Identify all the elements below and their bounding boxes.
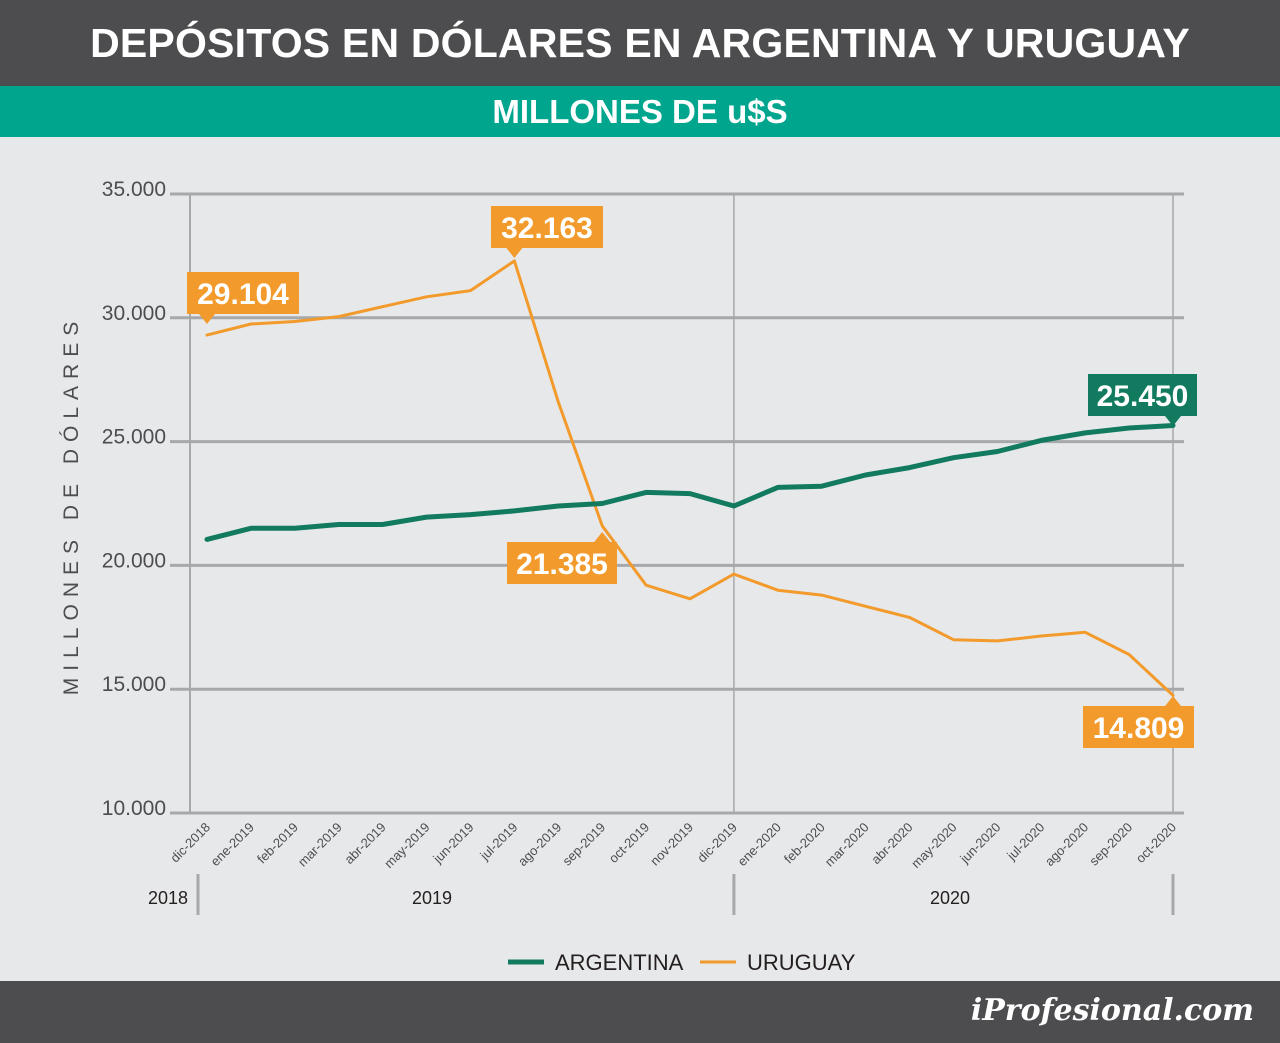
x-tick-label: dic-2019 [694, 820, 740, 866]
legend-label-uruguay: URUGUAY [747, 950, 856, 975]
y-axis-label: MILLONES DE DÓLARES [60, 315, 83, 695]
title-bar: DEPÓSITOS EN DÓLARES EN ARGENTINA Y URUG… [0, 0, 1280, 86]
x-tick-label: jul-2019 [476, 820, 520, 864]
x-tick-label: dic-2018 [167, 820, 213, 866]
callout-pointer [594, 532, 611, 542]
callout-box [187, 272, 299, 314]
year-label: 2020 [930, 888, 970, 908]
x-tick-label: may-2019 [381, 820, 432, 871]
callout-value: 32.163 [501, 212, 593, 245]
callout-pointer [1165, 416, 1181, 426]
chart-subtitle: MILLONES DE u$S [492, 92, 788, 130]
legend: ARGENTINA URUGUAY [508, 950, 856, 975]
x-tick-label: nov-2019 [647, 820, 696, 869]
x-tick-label: ene-2020 [734, 820, 783, 869]
callout-value: 14.809 [1093, 712, 1185, 745]
callout-box [507, 542, 617, 584]
callout-box [1088, 374, 1197, 416]
x-tick-label: ago-2020 [1042, 820, 1091, 869]
x-tick-label: sep-2020 [1086, 820, 1135, 869]
legend-label-argentina: ARGENTINA [555, 950, 684, 975]
series-line-uruguay [205, 259, 1175, 697]
series-line-argentina [204, 423, 1176, 542]
callout-box [1083, 706, 1194, 748]
chart-title: DEPÓSITOS EN DÓLARES EN ARGENTINA Y URUG… [90, 19, 1190, 66]
callout-pointer [506, 248, 523, 258]
value-callout-uruguay: 32.163 [491, 206, 603, 258]
callout-pointer [1165, 696, 1181, 706]
y-tick-label: 30.000 [102, 302, 166, 325]
value-callout-uruguay: 21.385 [507, 532, 617, 584]
y-tick-label: 10.000 [102, 797, 166, 820]
x-tick-label: feb-2020 [781, 820, 828, 867]
year-label: 2019 [412, 888, 452, 908]
x-tick-label: ago-2019 [515, 820, 564, 869]
value-callout-uruguay: 29.104 [187, 272, 299, 324]
subtitle-bar: MILLONES DE u$S [0, 86, 1280, 137]
y-tick-label: 25.000 [102, 426, 166, 449]
x-tick-label: sep-2019 [559, 820, 608, 869]
value-callout-uruguay: 14.809 [1083, 696, 1194, 748]
brand-logo: iProfesional.com [970, 993, 1254, 1028]
footer-bar: iProfesional.com [0, 981, 1280, 1043]
line-chart: 10.000 15.000 20.000 25.000 30.000 35.000 MILL… [60, 178, 1197, 975]
x-tick-label: may-2020 [908, 820, 959, 871]
x-tick-label: jun-2020 [956, 820, 1003, 867]
x-tick-label: jul-2020 [1003, 820, 1047, 864]
callout-value: 25.450 [1097, 380, 1189, 413]
callout-value: 21.385 [516, 548, 608, 581]
x-tick-label: oct-2019 [606, 820, 652, 866]
y-tick-label: 20.000 [102, 549, 166, 572]
callout-value: 29.104 [197, 278, 289, 311]
x-tick-label: mar-2020 [822, 820, 872, 870]
x-tick-label: mar-2019 [295, 820, 345, 870]
callout-pointer [199, 314, 215, 324]
x-tick-label: oct-2020 [1133, 820, 1179, 866]
x-tick-label: jun-2019 [429, 820, 476, 867]
y-tick-label: 15.000 [102, 673, 166, 696]
y-tick-label: 35.000 [102, 178, 166, 201]
callout-box [491, 206, 603, 248]
year-label: 2018 [148, 888, 188, 908]
value-callout-argentina: 25.450 [1088, 374, 1197, 426]
x-tick-label: feb-2019 [254, 820, 301, 867]
x-tick-label: ene-2019 [208, 820, 257, 869]
